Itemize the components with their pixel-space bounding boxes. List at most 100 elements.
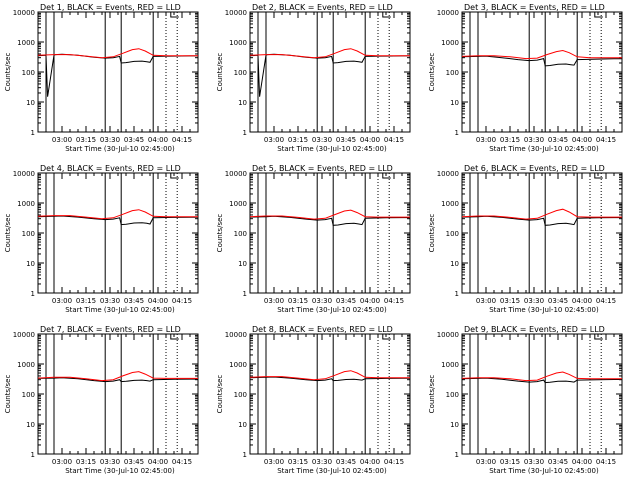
x-tick-label: 03:30 xyxy=(312,458,332,466)
y-tick-label: 10000 xyxy=(225,9,247,17)
y-tick-label: 1 xyxy=(455,290,459,298)
x-tick-label: 03:45 xyxy=(124,458,144,466)
panel-det-9: 1 10 100 1000 10000 03:00 03:15 03:30 03:45 04:00… xyxy=(428,325,623,475)
x-tick-label: 04:15 xyxy=(596,458,616,466)
y-tick-label: 1000 xyxy=(229,39,247,47)
x-axis-label: Start Time (30-Jul-10 02:45:00) xyxy=(489,145,599,153)
x-tick-label: 03:45 xyxy=(548,458,568,466)
chart-title: Det 2, BLACK = Events, RED = LLD xyxy=(252,3,393,12)
x-axis-label: Start Time (30-Jul-10 02:45:00) xyxy=(277,467,387,475)
top-bracket-marker xyxy=(594,334,603,340)
y-tick-label: 10 xyxy=(238,421,247,429)
y-tick-label: 1 xyxy=(243,129,247,137)
x-axis-label: Start Time (30-Jul-10 02:45:00) xyxy=(65,145,175,153)
x-tick-label: 03:30 xyxy=(100,458,120,466)
x-axis-label: Start Time (30-Jul-10 02:45:00) xyxy=(277,145,387,153)
y-tick-label: 10000 xyxy=(437,331,459,339)
series-lld-line xyxy=(461,371,622,382)
series-events-line xyxy=(249,53,410,97)
x-axis-label: Start Time (30-Jul-10 02:45:00) xyxy=(489,467,599,475)
x-tick-label: 03:15 xyxy=(76,458,96,466)
y-tick-label: 1000 xyxy=(229,200,247,208)
chart-title: Det 4, BLACK = Events, RED = LLD xyxy=(40,164,181,173)
y-tick-label: 10 xyxy=(450,99,459,107)
x-tick-label: 03:15 xyxy=(500,136,520,144)
chart-title: Det 5, BLACK = Events, RED = LLD xyxy=(252,164,393,173)
x-tick-label: 04:15 xyxy=(172,458,192,466)
chart-title: Det 1, BLACK = Events, RED = LLD xyxy=(40,3,181,12)
plot-frame xyxy=(37,172,199,294)
x-tick-label: 04:15 xyxy=(596,297,616,305)
series-lld-line xyxy=(461,208,622,220)
x-tick-label: 03:00 xyxy=(264,297,284,305)
x-tick-label: 03:15 xyxy=(76,136,96,144)
series-events-line xyxy=(461,55,622,67)
x-tick-label: 04:15 xyxy=(172,297,192,305)
x-tick-label: 03:45 xyxy=(548,297,568,305)
y-axis-label: Counts/sec xyxy=(428,375,436,414)
y-tick-label: 1000 xyxy=(229,361,247,369)
x-axis-label: Start Time (30-Jul-10 02:45:00) xyxy=(277,306,387,314)
panel-det-4: 1 10 100 1000 10000 03:00 03:15 03:30 03:45 04:00… xyxy=(4,164,199,314)
y-tick-label: 1000 xyxy=(441,361,459,369)
panel-det-1: 1 10 100 1000 10000 03:00 03:15 03:30 03:45 04:00… xyxy=(4,3,199,153)
y-tick-label: 10 xyxy=(238,99,247,107)
panel-det-5: 1 10 100 1000 10000 03:00 03:15 03:30 03:45 04:00… xyxy=(216,164,411,314)
x-tick-label: 03:00 xyxy=(264,136,284,144)
y-tick-label: 1 xyxy=(243,290,247,298)
y-tick-label: 10 xyxy=(26,99,35,107)
y-axis-label: Counts/sec xyxy=(428,214,436,253)
chart-title: Det 6, BLACK = Events, RED = LLD xyxy=(464,164,605,173)
plot-frame xyxy=(461,11,623,133)
x-axis-label: Start Time (30-Jul-10 02:45:00) xyxy=(65,467,175,475)
top-bracket-marker xyxy=(594,173,603,179)
y-tick-label: 1 xyxy=(243,451,247,459)
x-tick-label: 04:15 xyxy=(384,297,404,305)
x-tick-label: 03:15 xyxy=(500,297,520,305)
x-tick-label: 04:00 xyxy=(572,136,592,144)
y-axis-label: Counts/sec xyxy=(428,53,436,92)
y-tick-label: 1 xyxy=(31,290,35,298)
y-tick-label: 1 xyxy=(31,451,35,459)
y-tick-label: 10000 xyxy=(437,9,459,17)
x-tick-label: 03:30 xyxy=(312,297,332,305)
series-events-line xyxy=(461,377,622,384)
y-tick-label: 100 xyxy=(234,69,247,77)
panel-det-2: 1 10 100 1000 10000 03:00 03:15 03:30 03:45 04:00… xyxy=(216,3,411,153)
panel-det-6: 1 10 100 1000 10000 03:00 03:15 03:30 03:45 04:00… xyxy=(428,164,623,314)
chart-title: Det 9, BLACK = Events, RED = LLD xyxy=(464,325,605,334)
y-axis-label: Counts/sec xyxy=(4,53,12,92)
y-tick-label: 10000 xyxy=(13,331,35,339)
plot-frame xyxy=(249,333,411,455)
plot-frame xyxy=(461,172,623,294)
x-tick-label: 03:45 xyxy=(336,458,356,466)
top-bracket-marker xyxy=(382,12,391,18)
x-tick-label: 03:00 xyxy=(476,458,496,466)
chart-title: Det 7, BLACK = Events, RED = LLD xyxy=(40,325,181,334)
x-tick-label: 03:00 xyxy=(52,136,72,144)
x-tick-label: 03:30 xyxy=(312,136,332,144)
y-tick-label: 100 xyxy=(446,69,459,77)
y-tick-label: 1000 xyxy=(441,39,459,47)
series-events-line xyxy=(37,215,198,226)
y-tick-label: 100 xyxy=(234,391,247,399)
series-events-line xyxy=(37,377,198,383)
x-tick-label: 04:00 xyxy=(360,297,380,305)
x-tick-label: 03:00 xyxy=(476,297,496,305)
x-tick-label: 03:45 xyxy=(124,297,144,305)
y-tick-label: 10 xyxy=(26,421,35,429)
x-tick-label: 04:00 xyxy=(572,297,592,305)
y-tick-label: 100 xyxy=(446,391,459,399)
series-lld-line xyxy=(249,370,410,381)
x-tick-label: 04:15 xyxy=(384,458,404,466)
y-tick-label: 1000 xyxy=(17,39,35,47)
y-axis-label: Counts/sec xyxy=(4,214,12,253)
y-tick-label: 10000 xyxy=(437,170,459,178)
series-lld-line xyxy=(249,209,410,220)
y-tick-label: 1 xyxy=(31,129,35,137)
x-tick-label: 04:00 xyxy=(148,297,168,305)
series-events-line xyxy=(37,53,198,97)
x-tick-label: 03:15 xyxy=(76,297,96,305)
